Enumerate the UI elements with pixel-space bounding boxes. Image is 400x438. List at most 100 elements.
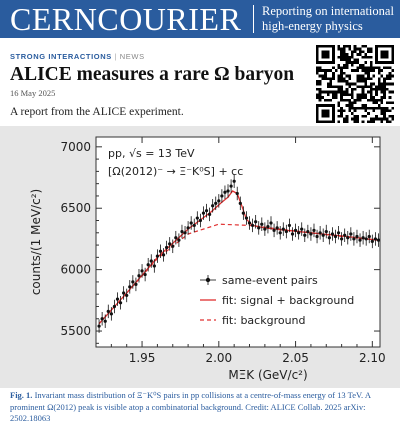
qr-module [332, 77, 335, 80]
data-point [125, 293, 129, 298]
qr-module [340, 47, 343, 51]
data-point [361, 236, 365, 240]
qr-module [375, 106, 378, 110]
qr-module [342, 120, 346, 123]
qr-module [337, 63, 341, 67]
site-logo[interactable]: CERNCOURIER [10, 1, 242, 37]
qr-module [342, 66, 346, 70]
qr-module [353, 114, 357, 118]
qr-module [367, 85, 370, 89]
qr-module [342, 50, 346, 54]
qr-module [348, 98, 351, 102]
qr-module [356, 120, 360, 123]
qr-module [345, 120, 349, 123]
qr-module [383, 117, 386, 121]
qr-module [345, 45, 349, 48]
x-tick-label: 1.95 [129, 351, 156, 365]
qr-module [345, 61, 349, 64]
qr-module [318, 66, 322, 70]
data-point [220, 194, 224, 198]
data-point [349, 232, 353, 236]
data-point [161, 253, 166, 257]
data-point [158, 249, 163, 253]
qr-module [364, 71, 368, 75]
qr-module [353, 47, 357, 51]
qr-module [380, 106, 384, 110]
qr-module [342, 71, 346, 75]
qr-module [388, 96, 392, 99]
data-point [106, 309, 110, 313]
qr-module [342, 45, 346, 48]
data-point [155, 254, 160, 258]
data-point [318, 231, 322, 235]
data-point [97, 324, 101, 328]
data-point [355, 234, 359, 239]
y-tick-label: 7000 [60, 140, 91, 154]
qr-module [340, 66, 343, 70]
data-point [333, 234, 338, 239]
legend-label-fit-sb: fit: signal + background [222, 294, 354, 307]
qr-module [337, 47, 341, 51]
x-tick-label: 2.10 [359, 351, 386, 365]
caption-label: Fig. 1. [10, 390, 33, 400]
qr-module [356, 77, 360, 80]
qr-module [356, 117, 360, 121]
qr-module [367, 106, 370, 110]
qr-module [380, 98, 384, 102]
data-point [118, 301, 123, 305]
qr-module [383, 85, 386, 89]
qr-module [353, 98, 357, 102]
data-point [183, 231, 187, 235]
qr-module [326, 69, 330, 72]
qr-module [361, 63, 365, 67]
qr-module [337, 55, 341, 59]
qr-module [383, 79, 386, 83]
qr-module [348, 58, 351, 62]
qr-module [367, 120, 370, 123]
qr-module [361, 50, 365, 54]
data-point [373, 237, 377, 241]
qr-module [372, 88, 376, 91]
qr-module [377, 69, 381, 72]
qr-module [367, 55, 370, 59]
qr-module [388, 77, 392, 80]
data-point [293, 228, 298, 232]
qr-module [337, 88, 341, 91]
qr-module [326, 85, 330, 89]
data-point [275, 226, 279, 230]
qr-module [361, 66, 365, 70]
qr-module [345, 104, 349, 107]
qr-module [377, 106, 381, 110]
qr-module [332, 66, 335, 70]
qr-module [356, 85, 360, 89]
qr-module [359, 106, 362, 110]
qr-module [342, 77, 346, 80]
qr-module [345, 117, 349, 121]
data-point [367, 234, 371, 239]
data-point [103, 319, 107, 323]
qr-module [324, 74, 327, 78]
qr-code-icon[interactable] [316, 45, 394, 123]
qr-module [340, 90, 343, 94]
qr-module [375, 88, 378, 91]
qr-module [361, 55, 365, 59]
data-point [266, 225, 270, 229]
data-point [186, 226, 190, 230]
data-point [171, 244, 175, 248]
qr-module [342, 117, 346, 121]
section-link[interactable]: STRONG INTERACTIONS [10, 52, 112, 61]
qr-module [380, 120, 384, 123]
qr-module [332, 74, 335, 78]
qr-module [359, 85, 362, 89]
qr-module [361, 77, 365, 80]
qr-module [329, 82, 333, 86]
qr-module [356, 79, 360, 83]
legend-label-fit-bkg: fit: background [222, 314, 306, 327]
qr-module [380, 74, 384, 78]
category-link[interactable]: NEWS [119, 52, 145, 61]
qr-module [340, 112, 343, 115]
qr-module [329, 85, 333, 89]
qr-module [377, 82, 381, 86]
legend-label-points: same-event pairs [222, 274, 318, 287]
qr-module [348, 101, 351, 105]
